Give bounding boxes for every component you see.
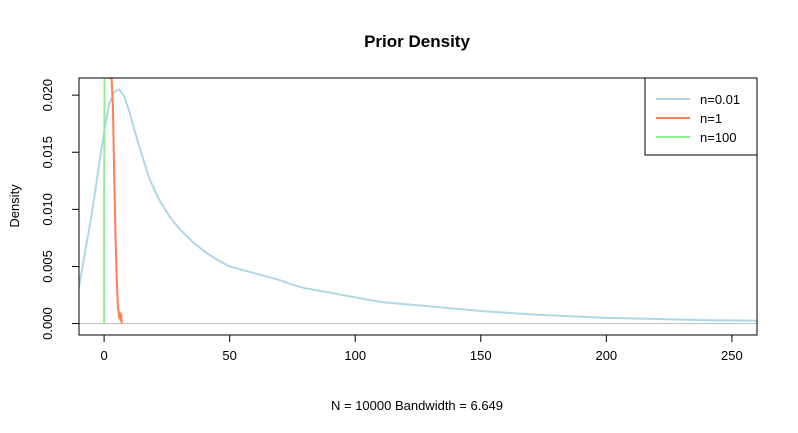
x-tick-label: 0 [100, 348, 107, 363]
y-tick-label: 0.000 [40, 307, 55, 340]
y-axis-label: Density [7, 184, 22, 228]
x-axis-label: N = 10000 Bandwidth = 6.649 [331, 398, 503, 413]
y-tick-label: 0.005 [40, 250, 55, 283]
x-tick-label: 50 [222, 348, 236, 363]
x-tick-label: 250 [721, 348, 743, 363]
y-tick-label: 0.015 [40, 136, 55, 169]
y-tick-label: 0.020 [40, 79, 55, 112]
x-tick-label: 200 [595, 348, 617, 363]
legend-label-1: n=1 [700, 111, 722, 126]
legend-label-2: n=100 [700, 130, 737, 145]
series-line-0 [79, 88, 757, 322]
chart-title: Prior Density [364, 32, 470, 51]
x-axis: 0 50 100 150 200 250 [100, 334, 743, 363]
y-tick-label: 0.010 [40, 193, 55, 226]
legend: n=0.01 n=1 n=100 [644, 77, 758, 156]
series-layer [79, 78, 757, 324]
series-line-2 [103, 78, 107, 324]
legend-box [644, 77, 758, 156]
y-axis: 0.000 0.005 0.010 0.015 0.020 [40, 79, 80, 340]
x-tick-label: 150 [470, 348, 492, 363]
series-line-1 [107, 78, 123, 324]
legend-label-0: n=0.01 [700, 92, 740, 107]
x-tick-label: 100 [344, 348, 366, 363]
